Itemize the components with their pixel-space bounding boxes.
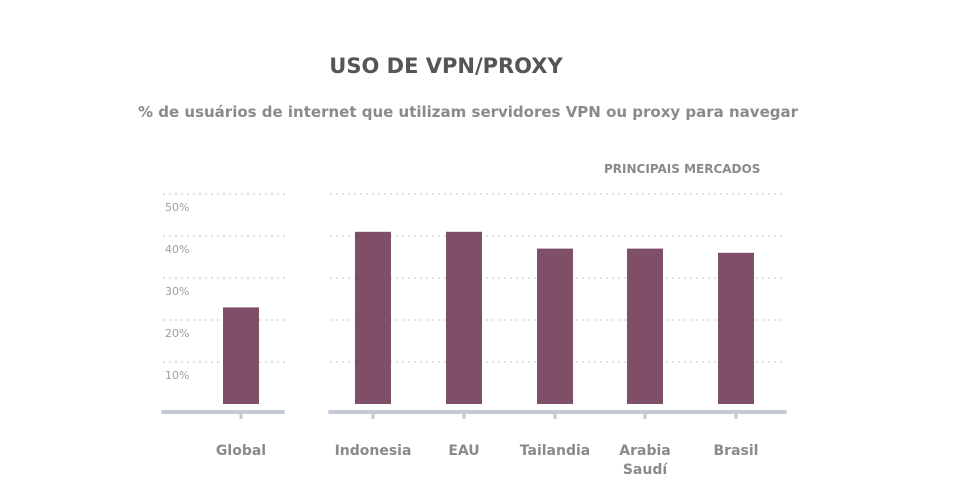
bar	[446, 231, 482, 404]
y-tick-label: 10%	[165, 369, 189, 382]
chart-subtitle: % de usuários de internet que utilizam s…	[138, 103, 799, 121]
y-tick-label: 30%	[165, 285, 189, 298]
x-tick	[371, 412, 375, 419]
bar	[223, 307, 259, 404]
y-tick-label: 20%	[165, 327, 189, 340]
x-tick	[734, 412, 738, 419]
x-tick	[462, 412, 466, 419]
bar	[537, 248, 573, 404]
bar	[627, 248, 663, 404]
x-tick	[553, 412, 557, 419]
group-label: PRINCIPAIS MERCADOS	[604, 162, 761, 176]
x-tick	[239, 412, 243, 419]
x-tick-label: EAU	[448, 443, 479, 459]
chart-title: USO DE VPN/PROXY	[329, 54, 563, 78]
x-tick-label: Tailandia	[520, 443, 590, 459]
x-tick-label: Arabia Saudí	[619, 443, 670, 478]
bar	[718, 252, 754, 404]
x-tick-label: Global	[216, 443, 266, 459]
y-tick-label: 50%	[165, 201, 189, 214]
x-tick	[643, 412, 647, 419]
y-tick-label: 40%	[165, 243, 189, 256]
x-tick-label: Brasil	[714, 443, 759, 459]
bar	[355, 231, 391, 404]
x-tick-label: Indonesia	[335, 443, 412, 459]
